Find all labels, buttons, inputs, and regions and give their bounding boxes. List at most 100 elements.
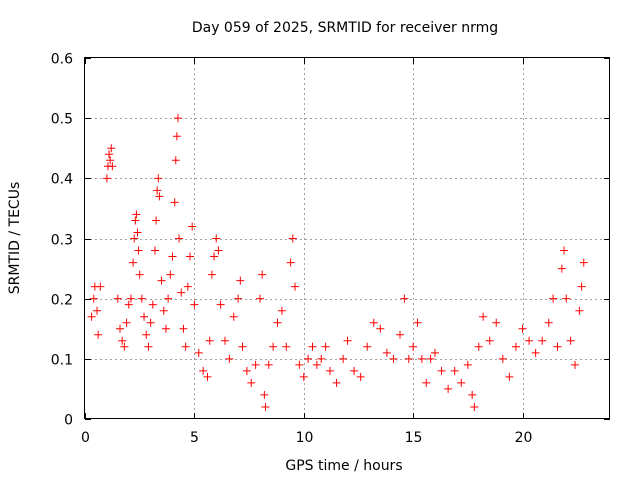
data-point xyxy=(168,252,177,261)
data-point xyxy=(363,342,372,351)
data-point xyxy=(531,348,540,357)
data-point xyxy=(113,294,122,303)
data-point xyxy=(153,186,162,195)
data-point xyxy=(161,324,170,333)
data-point xyxy=(400,294,409,303)
y-tick-label: 0.4 xyxy=(51,172,73,188)
data-point xyxy=(479,312,488,321)
data-point xyxy=(133,228,142,237)
data-point xyxy=(538,336,547,345)
data-point xyxy=(179,324,188,333)
data-point xyxy=(308,342,317,351)
data-point xyxy=(188,222,197,231)
data-point xyxy=(518,324,527,333)
data-point xyxy=(131,216,140,225)
data-point xyxy=(382,348,391,357)
y-axis-label: SRMTID / TECUs xyxy=(7,182,23,295)
data-point xyxy=(225,354,234,363)
data-point xyxy=(444,384,453,393)
x-tick-label: 0 xyxy=(81,430,90,446)
data-point xyxy=(343,336,352,345)
data-point xyxy=(155,192,164,201)
data-point xyxy=(108,162,117,171)
data-point xyxy=(154,174,163,183)
data-point xyxy=(140,312,149,321)
data-point xyxy=(152,216,161,225)
data-point xyxy=(87,312,96,321)
grid-lines xyxy=(85,58,610,419)
data-point xyxy=(286,258,295,267)
data-point xyxy=(105,150,114,159)
data-point xyxy=(269,342,278,351)
data-point xyxy=(409,342,418,351)
data-point xyxy=(203,372,212,381)
data-point xyxy=(474,342,483,351)
data-point xyxy=(463,360,472,369)
data-point xyxy=(210,252,219,261)
data-point xyxy=(525,336,534,345)
data-point xyxy=(260,390,269,399)
data-point xyxy=(369,318,378,327)
data-point xyxy=(549,294,558,303)
chart-title: Day 059 of 2025, SRMTID for receiver nrm… xyxy=(192,20,498,36)
data-point xyxy=(417,354,426,363)
data-point xyxy=(157,276,166,285)
data-point xyxy=(120,342,129,351)
data-point xyxy=(505,372,514,381)
data-point xyxy=(238,342,247,351)
data-point xyxy=(146,318,155,327)
data-point xyxy=(560,246,569,255)
data-point xyxy=(321,342,330,351)
data-point xyxy=(431,348,439,357)
y-tick-label: 0.3 xyxy=(51,233,73,249)
data-point xyxy=(557,264,566,273)
data-point xyxy=(261,402,270,411)
data-point xyxy=(151,246,159,255)
data-point xyxy=(350,366,359,375)
y-tick-label: 0.6 xyxy=(51,52,73,68)
data-point xyxy=(107,144,116,153)
data-point xyxy=(242,366,251,375)
data-point xyxy=(126,294,135,303)
y-tick-label: 0.1 xyxy=(51,353,73,369)
data-point xyxy=(221,336,229,345)
data-point xyxy=(172,132,181,141)
data-point xyxy=(326,366,334,375)
data-point xyxy=(142,330,151,339)
data-point xyxy=(258,270,267,279)
data-point xyxy=(579,258,588,267)
data-point xyxy=(212,234,221,243)
data-point xyxy=(457,378,466,387)
data-point xyxy=(404,354,413,363)
data-points xyxy=(87,114,588,411)
data-point xyxy=(282,342,291,351)
x-axis-label: GPS time / hours xyxy=(285,458,402,474)
data-point xyxy=(492,318,501,327)
data-point xyxy=(511,342,520,351)
data-point xyxy=(173,114,182,123)
data-point xyxy=(273,318,282,327)
y-tick-label: 0.5 xyxy=(51,112,73,128)
data-point xyxy=(166,270,175,279)
data-point xyxy=(214,246,223,255)
data-point xyxy=(264,360,273,369)
data-point xyxy=(288,234,297,243)
axis-ticks: 0 0.1 0.2 0.3 0.4 0.5 0.6 0 5 10 15 20 xyxy=(51,52,610,446)
data-point xyxy=(236,276,245,285)
data-point xyxy=(251,360,260,369)
data-point xyxy=(229,312,238,321)
data-point xyxy=(553,342,562,351)
data-point xyxy=(134,246,143,255)
data-point xyxy=(422,378,431,387)
data-point xyxy=(186,252,194,261)
data-point xyxy=(199,366,208,375)
data-point xyxy=(571,360,579,369)
data-point xyxy=(96,282,105,291)
data-point xyxy=(304,354,313,363)
data-point xyxy=(205,336,214,345)
data-point xyxy=(247,378,256,387)
x-tick-label: 5 xyxy=(190,430,199,446)
data-point xyxy=(94,330,103,339)
data-point xyxy=(234,294,243,303)
